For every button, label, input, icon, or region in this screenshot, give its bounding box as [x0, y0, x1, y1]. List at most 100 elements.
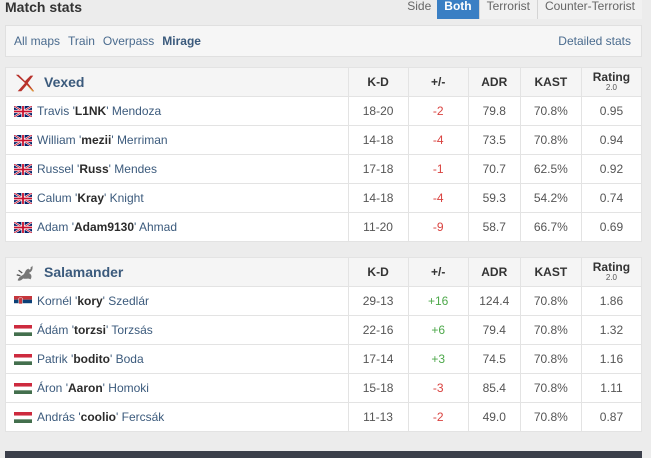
player-name-link[interactable]: Patrik 'bodito' Boda	[37, 352, 144, 366]
stat-plus-minus: -4	[407, 183, 469, 213]
flag-hu-icon	[14, 383, 32, 394]
player-first-name: Adam	[37, 220, 69, 234]
column-header-rating: Rating 2.0	[580, 67, 643, 97]
side-tab-counter-terrorist[interactable]: Counter-Terrorist	[536, 0, 642, 19]
player-name-link[interactable]: Áron 'Aaron' Homoki	[37, 381, 149, 395]
stat-kd: 18-20	[347, 96, 409, 126]
stat-kast: 70.8%	[519, 344, 582, 374]
stat-kd: 11-13	[347, 402, 409, 432]
map-mirage[interactable]: Mirage	[162, 34, 201, 48]
vexed-logo-icon	[14, 72, 36, 94]
player-name-link[interactable]: András 'coolio' Fercsák	[37, 410, 165, 424]
stat-adr: 85.4	[467, 373, 521, 403]
map-list: All maps Train Overpass Mirage	[14, 26, 209, 57]
stat-kast: 54.2%	[519, 183, 582, 213]
player-cell: Calum 'Kray' Knight	[5, 183, 349, 213]
table-row: Adam 'Adam9130' Ahmad 11-20 -9 58.7 66.7% 0.6…	[5, 212, 643, 242]
stat-kast: 70.8%	[519, 125, 582, 155]
stat-rating: 1.32	[580, 315, 643, 345]
team-header-row: Salamander K-D +/- ADR KAST Rating 2.0	[5, 257, 643, 287]
rating-label: Rating	[592, 69, 631, 84]
player-first-name: Kornél	[37, 294, 72, 308]
map-all-maps[interactable]: All maps	[14, 34, 61, 48]
player-nickname: Kray	[77, 191, 104, 205]
stat-kd: 29-13	[347, 286, 409, 316]
stat-adr: 73.5	[467, 125, 521, 155]
stat-adr: 79.4	[467, 315, 521, 345]
stat-kd: 11-20	[347, 212, 409, 242]
player-name-link[interactable]: William 'mezii' Merriman	[37, 133, 168, 147]
column-header-adr: ADR	[467, 257, 521, 287]
stat-kast: 70.8%	[519, 286, 582, 316]
flag-gb-icon	[13, 134, 33, 147]
stat-plus-minus: -9	[407, 212, 469, 242]
stat-adr: 124.4	[467, 286, 521, 316]
side-tab-label: Side	[407, 0, 432, 13]
player-cell: Travis 'L1NK' Mendoza	[5, 96, 349, 126]
stat-adr: 79.8	[467, 96, 521, 126]
player-nickname: Adam9130	[73, 220, 135, 234]
stat-kast: 70.8%	[519, 315, 582, 345]
player-first-name: Áron	[37, 381, 63, 395]
table-row: Áron 'Aaron' Homoki 15-18 -3 85.4 70.8% 1.11	[5, 373, 643, 403]
detailed-stats-link[interactable]: Detailed stats	[558, 34, 631, 48]
team-stats-table-salamander: Salamander K-D +/- ADR KAST Rating 2.0 Kornél '…	[5, 257, 643, 432]
footer-bar	[5, 451, 642, 458]
stat-plus-minus: -4	[407, 125, 469, 155]
player-first-name: Patrik	[37, 352, 68, 366]
player-name-link[interactable]: Adam 'Adam9130' Ahmad	[37, 220, 178, 234]
stat-kd: 15-18	[347, 373, 409, 403]
player-cell: András 'coolio' Fercsák	[5, 402, 349, 432]
player-last-name: Torzsás	[111, 323, 153, 337]
flag-gb-icon	[13, 221, 33, 234]
player-last-name: Merriman	[116, 133, 168, 147]
stat-kast: 70.8%	[519, 96, 582, 126]
rating-version: 2.0	[605, 272, 617, 282]
column-header-kd: K-D	[347, 257, 409, 287]
side-tabs: Side Both Terrorist Counter-Terrorist	[400, 0, 642, 19]
flag-hu-icon	[14, 325, 32, 336]
player-cell: Áron 'Aaron' Homoki	[5, 373, 349, 403]
stat-plus-minus: -3	[407, 373, 469, 403]
player-name-link[interactable]: Russel 'Russ' Mendes	[37, 162, 157, 176]
page-title: Match stats	[5, 0, 83, 15]
stat-kd: 17-18	[347, 154, 409, 184]
stat-kd: 14-18	[347, 125, 409, 155]
stat-rating: 0.87	[580, 402, 643, 432]
map-overpass[interactable]: Overpass	[102, 34, 155, 48]
column-header-adr: ADR	[467, 67, 521, 97]
player-last-name: Knight	[109, 191, 144, 205]
salamander-logo-icon	[14, 262, 36, 284]
player-first-name: William	[37, 133, 76, 147]
column-header-kast: KAST	[519, 257, 582, 287]
column-header-plus-minus: +/-	[407, 257, 469, 287]
rating-version: 2.0	[605, 82, 617, 92]
player-first-name: Calum	[37, 191, 72, 205]
stat-rating: 0.94	[580, 125, 643, 155]
player-nickname: kory	[77, 294, 103, 308]
team-name[interactable]: Salamander	[44, 264, 124, 280]
team-name[interactable]: Vexed	[44, 74, 85, 90]
player-cell: Russel 'Russ' Mendes	[5, 154, 349, 184]
table-row: Kornél 'kory' Szedlár 29-13 +16 124.4 70.8% 1…	[5, 286, 643, 316]
map-train[interactable]: Train	[68, 34, 95, 48]
side-tab-terrorist[interactable]: Terrorist	[478, 0, 537, 19]
stat-rating: 1.11	[580, 373, 643, 403]
player-nickname: torzsi	[73, 323, 106, 337]
stat-kd: 17-14	[347, 344, 409, 374]
player-last-name: Ahmad	[139, 220, 178, 234]
player-name-link[interactable]: Travis 'L1NK' Mendoza	[37, 104, 162, 118]
stat-rating: 0.74	[580, 183, 643, 213]
table-row: Ádám 'torzsi' Torzsás 22-16 +6 79.4 70.8% 1.3…	[5, 315, 643, 345]
player-name-link[interactable]: Ádám 'torzsi' Torzsás	[37, 323, 153, 337]
team-header-row: Vexed K-D +/- ADR KAST Rating 2.0	[5, 67, 643, 97]
player-last-name: Mendoza	[111, 104, 162, 118]
player-name-link[interactable]: Calum 'Kray' Knight	[37, 191, 144, 205]
stat-rating: 0.69	[580, 212, 643, 242]
stat-plus-minus: -2	[407, 402, 469, 432]
stat-plus-minus: +16	[407, 286, 469, 316]
side-tab-both[interactable]: Both	[437, 0, 479, 19]
table-row: Russel 'Russ' Mendes 17-18 -1 70.7 62.5% 0.92	[5, 154, 643, 184]
player-name-link[interactable]: Kornél 'kory' Szedlár	[37, 294, 149, 308]
team-header-cell: Salamander	[5, 257, 349, 287]
